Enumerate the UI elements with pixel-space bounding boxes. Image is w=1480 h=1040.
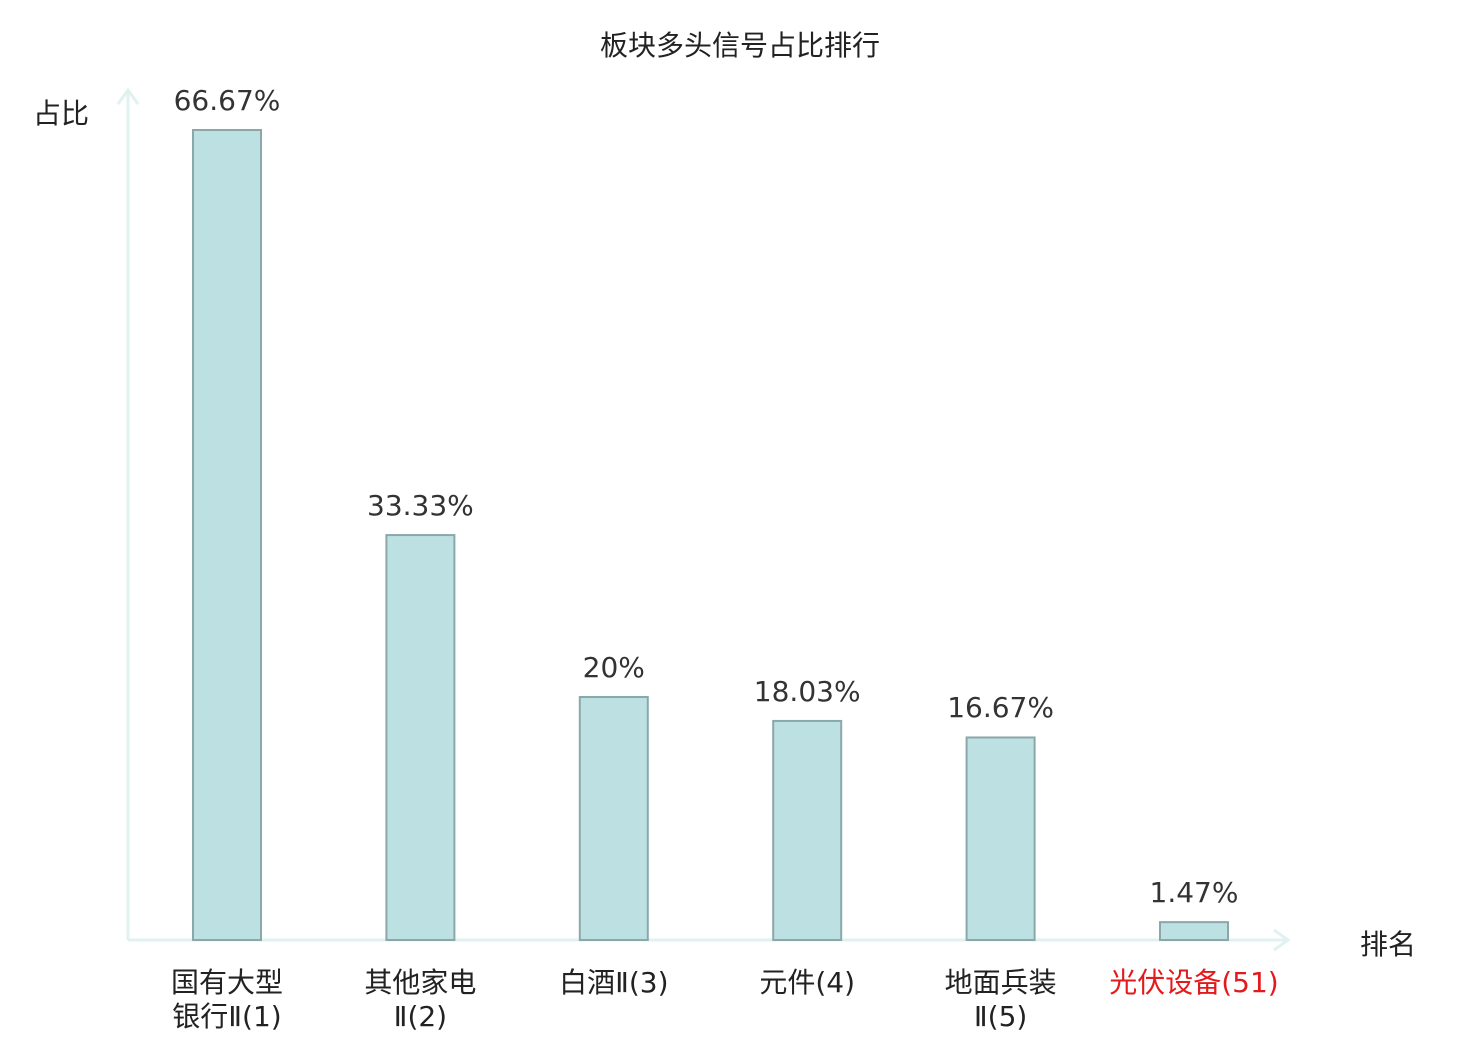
value-label-1: 66.67% xyxy=(173,84,281,117)
x-axis-label: 排名 xyxy=(1360,928,1417,961)
chart-title: 板块多头信号占比排行 xyxy=(599,29,880,62)
y-axis-arrow xyxy=(116,87,140,105)
bar-2 xyxy=(385,534,456,941)
value-label-3: 20% xyxy=(582,651,645,684)
bars xyxy=(192,129,1229,942)
category-label-5: 地面兵装 Ⅱ(5) xyxy=(944,966,1057,1033)
category-label-4: 元件(4) xyxy=(759,966,856,999)
value-label-6: 1.47% xyxy=(1149,876,1239,910)
bar-3 xyxy=(578,696,649,941)
bar-6 xyxy=(1159,921,1229,941)
value-label-4: 18.03% xyxy=(753,674,861,708)
category-label-3: 白酒Ⅱ(3) xyxy=(559,966,669,999)
value-label-5: 16.67% xyxy=(947,691,1054,725)
bar-4 xyxy=(772,719,843,942)
axes xyxy=(116,87,1291,952)
y-axis-label: 占比 xyxy=(33,97,90,130)
category-label-1: 国有大型 银行Ⅱ(1) xyxy=(170,966,283,1033)
bar-5 xyxy=(965,736,1036,941)
value-label-2: 33.33% xyxy=(367,489,474,523)
category-label-6: 光伏设备(51) xyxy=(1109,966,1279,999)
category-label-2: 其他家电 Ⅱ(2) xyxy=(364,966,477,1033)
x-axis-arrow xyxy=(1273,928,1291,952)
bar-1 xyxy=(192,129,262,941)
